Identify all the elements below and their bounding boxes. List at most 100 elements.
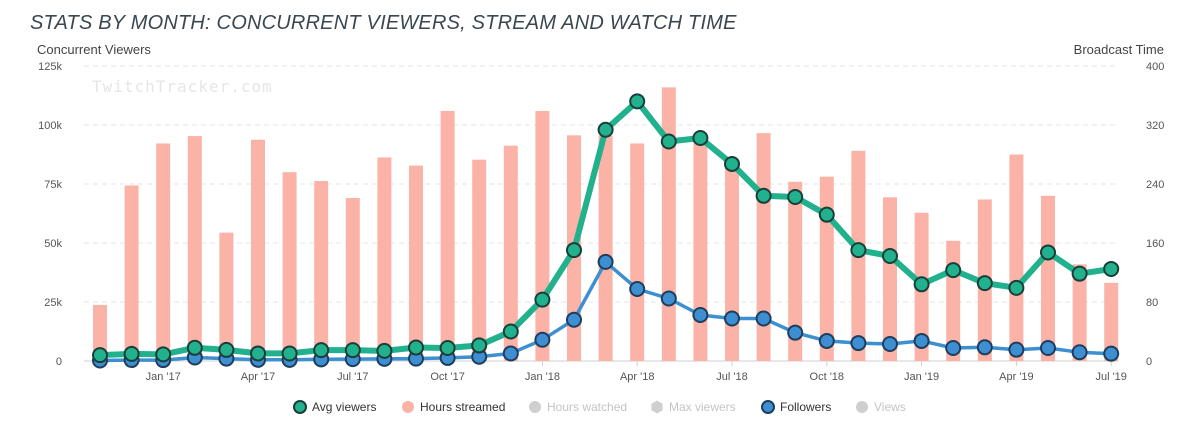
followers-point[interactable]	[1103, 345, 1120, 362]
bar-hours-streamed[interactable]	[535, 110, 550, 361]
bar-hours-streamed[interactable]	[156, 143, 171, 361]
bar-hours-streamed[interactable]	[93, 304, 107, 361]
legend-item-avg-viewers[interactable]: Avg viewers	[312, 400, 376, 414]
avg-viewers-point[interactable]	[186, 339, 203, 356]
avg-viewers-point[interactable]	[313, 342, 330, 359]
legend-marker-max-viewers[interactable]	[651, 400, 663, 414]
avg-viewers-point[interactable]	[281, 345, 298, 362]
followers-point[interactable]	[724, 310, 740, 327]
followers-point[interactable]	[660, 290, 677, 307]
legend-marker-avg-viewers[interactable]	[293, 400, 307, 414]
legend-item-max-viewers[interactable]: Max viewers	[669, 400, 736, 414]
followers-point[interactable]	[597, 253, 614, 270]
avg-viewers-point[interactable]	[724, 155, 740, 172]
legend-marker-hours-watched[interactable]	[529, 401, 541, 413]
legend-marker-followers[interactable]	[761, 400, 775, 414]
bar-hours-streamed[interactable]	[377, 157, 392, 361]
avg-viewers-point[interactable]	[692, 129, 709, 146]
legend-marker-hours-streamed[interactable]	[402, 401, 414, 413]
bar-hours-streamed[interactable]	[1009, 154, 1024, 362]
avg-viewers-point[interactable]	[123, 345, 140, 362]
y2-tick-label: 240	[1146, 179, 1164, 191]
avg-viewers-point[interactable]	[629, 93, 646, 110]
avg-viewers-point[interactable]	[945, 262, 962, 279]
x-tick-label: Apr '18	[620, 371, 655, 383]
avg-viewers-point[interactable]	[818, 206, 835, 223]
legend-item-followers[interactable]: Followers	[780, 400, 831, 414]
followers-point[interactable]	[818, 332, 835, 349]
avg-viewers-point[interactable]	[755, 187, 772, 204]
avg-viewers-point[interactable]	[155, 346, 172, 363]
legend-item-views[interactable]: Views	[874, 400, 906, 414]
bar-hours-streamed[interactable]	[725, 163, 739, 361]
avg-viewers-point[interactable]	[376, 342, 393, 359]
bar-hours-streamed[interactable]	[1041, 195, 1055, 361]
bar-hours-streamed[interactable]	[251, 139, 265, 361]
avg-viewers-point[interactable]	[1008, 279, 1025, 296]
bar-hours-streamed[interactable]	[124, 185, 139, 361]
bar-hours-streamed[interactable]	[282, 172, 297, 361]
avg-viewers-point[interactable]	[1040, 244, 1056, 261]
avg-viewers-point[interactable]	[566, 242, 582, 259]
bar-hours-streamed[interactable]	[630, 143, 645, 361]
followers-point[interactable]	[882, 336, 898, 353]
bar-hours-streamed[interactable]	[788, 181, 803, 361]
bar-hours-streamed[interactable]	[693, 141, 708, 361]
followers-point[interactable]	[566, 311, 582, 328]
avg-viewers-point[interactable]	[344, 342, 361, 359]
followers-point[interactable]	[850, 335, 867, 352]
avg-viewers-point[interactable]	[471, 337, 488, 354]
bar-hours-streamed[interactable]	[440, 110, 455, 361]
y-tick-label: 50k	[44, 238, 62, 250]
avg-viewers-point[interactable]	[1103, 260, 1120, 277]
avg-viewers-point[interactable]	[534, 291, 551, 308]
avg-viewers-point[interactable]	[218, 341, 235, 358]
bar-hours-streamed[interactable]	[1104, 282, 1119, 361]
followers-point[interactable]	[1040, 340, 1056, 357]
avg-viewers-point[interactable]	[850, 242, 867, 259]
avg-viewers-point[interactable]	[660, 133, 677, 150]
bar-hours-streamed[interactable]	[1072, 264, 1087, 361]
followers-point[interactable]	[502, 345, 519, 362]
followers-point[interactable]	[534, 331, 551, 348]
avg-viewers-point[interactable]	[913, 276, 930, 293]
followers-point[interactable]	[945, 340, 962, 357]
bar-hours-streamed[interactable]	[219, 232, 234, 361]
avg-viewers-point[interactable]	[597, 121, 614, 138]
followers-point[interactable]	[1071, 344, 1088, 361]
bar-hours-streamed[interactable]	[883, 197, 897, 361]
x-tick-label: Apr '19	[999, 371, 1034, 383]
y-tick-label: 125k	[38, 61, 62, 73]
bar-hours-streamed[interactable]	[187, 136, 202, 361]
followers-point[interactable]	[755, 310, 772, 327]
bar-hours-streamed[interactable]	[345, 198, 360, 361]
bar-hours-streamed[interactable]	[756, 133, 771, 361]
x-tick-label: Apr '17	[241, 371, 276, 383]
bar-hours-streamed[interactable]	[472, 159, 487, 361]
legend-item-hours-streamed[interactable]: Hours streamed	[420, 400, 505, 414]
avg-viewers-point[interactable]	[250, 345, 266, 362]
avg-viewers-point[interactable]	[502, 323, 519, 340]
bar-hours-streamed[interactable]	[409, 165, 423, 361]
avg-viewers-point[interactable]	[439, 340, 456, 357]
x-tick-label: Oct '17	[430, 371, 465, 383]
followers-point[interactable]	[787, 324, 804, 341]
avg-viewers-point[interactable]	[882, 247, 898, 264]
bar-hours-streamed[interactable]	[661, 87, 676, 361]
bar-hours-streamed[interactable]	[503, 145, 518, 361]
avg-viewers-point[interactable]	[1071, 265, 1088, 282]
followers-point[interactable]	[629, 281, 646, 298]
followers-point[interactable]	[976, 339, 993, 356]
followers-point[interactable]	[913, 332, 930, 349]
avg-viewers-point[interactable]	[787, 188, 804, 205]
x-tick-label: Jan '18	[525, 371, 560, 383]
avg-viewers-point[interactable]	[92, 347, 108, 364]
legend-marker-views[interactable]	[856, 401, 868, 413]
followers-point[interactable]	[1008, 341, 1025, 358]
avg-viewers-point[interactable]	[408, 339, 424, 356]
bar-hours-streamed[interactable]	[598, 135, 613, 361]
legend-item-hours-watched[interactable]: Hours watched	[547, 400, 627, 414]
followers-point[interactable]	[692, 306, 709, 323]
avg-viewers-point[interactable]	[976, 275, 993, 292]
bar-hours-streamed[interactable]	[314, 181, 329, 361]
